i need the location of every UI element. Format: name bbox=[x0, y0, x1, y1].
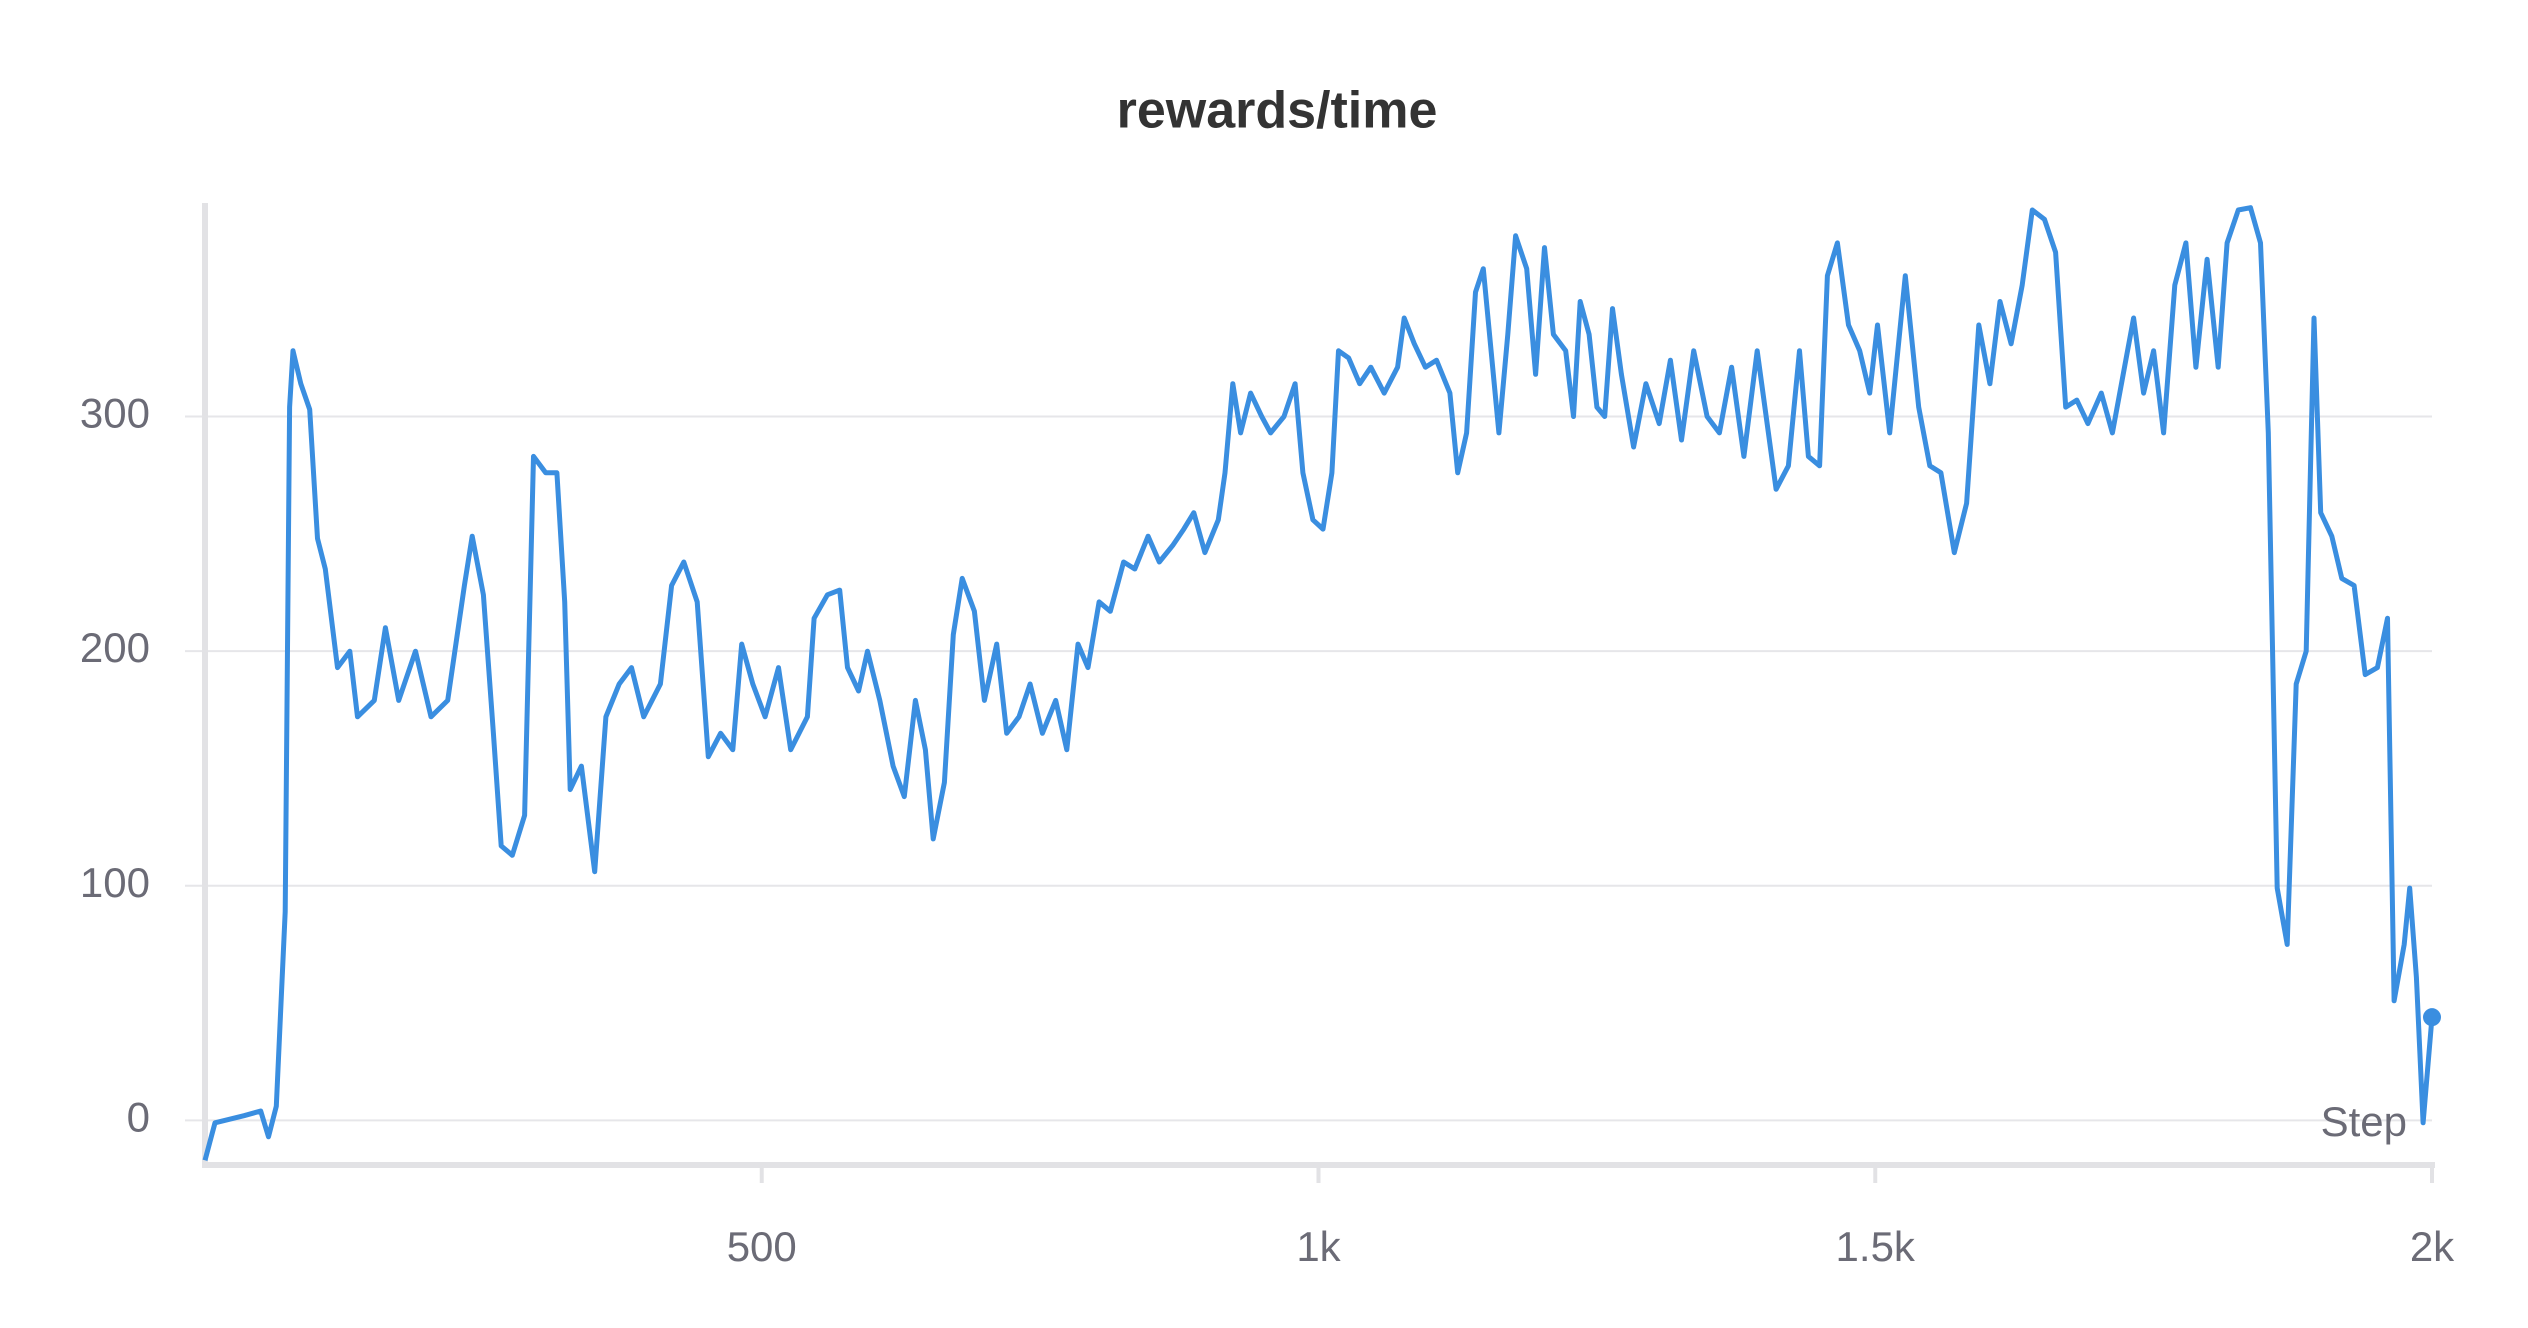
x-tick-label: 500 bbox=[727, 1223, 797, 1270]
end-point bbox=[2423, 1008, 2441, 1027]
x-axis-label: Step bbox=[2321, 1098, 2407, 1145]
x-tick-label: 1.5k bbox=[1836, 1223, 1916, 1270]
x-tick-label: 1k bbox=[1296, 1223, 1341, 1270]
y-tick-label: 100 bbox=[80, 859, 150, 906]
chart-title: rewards/time bbox=[1117, 82, 1438, 140]
x-tick-label: 2k bbox=[2410, 1223, 2455, 1270]
y-tick-label: 200 bbox=[80, 624, 150, 671]
y-tick-label: 300 bbox=[80, 390, 150, 437]
line bbox=[202, 205, 2435, 1161]
y-tick-label: 0 bbox=[127, 1094, 150, 1141]
